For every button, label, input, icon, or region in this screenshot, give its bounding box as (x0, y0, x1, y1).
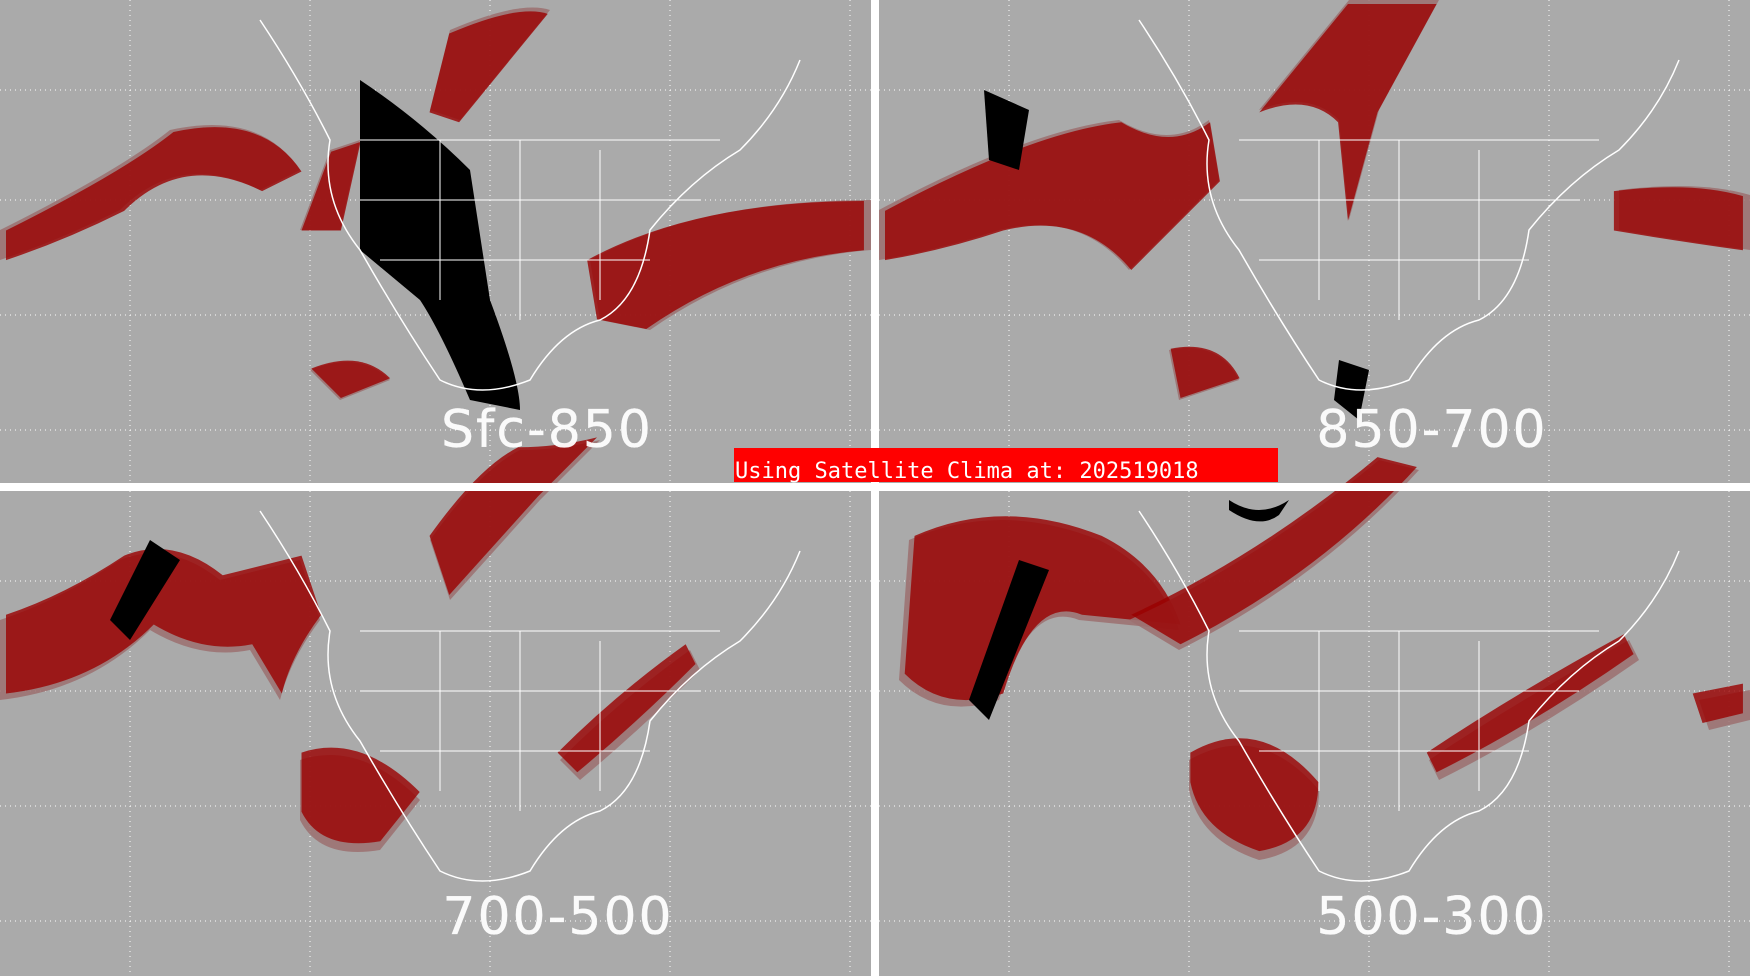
high-moisture-core (557, 644, 696, 773)
panel-label-500-300: 500-300 (1316, 887, 1548, 947)
high-moisture-core (904, 516, 1181, 701)
high-moisture-core (587, 201, 864, 330)
panel-label-850-700: 850-700 (1316, 400, 1548, 460)
state-borders (360, 630, 720, 811)
high-moisture-core (6, 127, 302, 261)
map-panel-700-500 (0, 437, 871, 976)
high-moisture-core (6, 549, 322, 694)
horizontal-divider (0, 483, 1750, 491)
state-borders (1239, 139, 1599, 320)
high-moisture-core (311, 360, 391, 398)
high-moisture-core (1613, 187, 1743, 251)
high-moisture-core (1190, 738, 1319, 852)
map-panel-850-700 (879, 0, 1750, 487)
high-moisture-core (301, 747, 420, 844)
map-panel-sfc-850 (0, 0, 871, 487)
map-panel-500-300 (879, 457, 1750, 976)
dry-region (110, 540, 180, 640)
coastline (259, 510, 801, 882)
panel-label-700-500: 700-500 (442, 887, 674, 947)
state-borders (360, 139, 720, 320)
coastline (259, 19, 801, 391)
high-moisture-core (1259, 4, 1437, 221)
coastline (1138, 19, 1680, 391)
coastline (1138, 510, 1680, 882)
dry-region (1229, 500, 1289, 522)
high-moisture-core (885, 122, 1220, 270)
dry-region (984, 90, 1029, 170)
dry-region (969, 560, 1049, 720)
panel-label-sfc-850: Sfc-850 (441, 400, 653, 460)
high-moisture-core (1426, 634, 1634, 773)
high-moisture-core (1170, 346, 1240, 398)
state-borders (1239, 630, 1599, 811)
satellite-climo-banner: Using Satellite Clima at: 202519018 (734, 448, 1278, 484)
high-moisture-core (1131, 457, 1417, 645)
banner-text: Using Satellite Clima at: 202519018 (735, 459, 1199, 484)
high-moisture-core (429, 11, 548, 123)
high-moisture-core (429, 437, 597, 595)
high-moisture-core (1692, 683, 1743, 724)
